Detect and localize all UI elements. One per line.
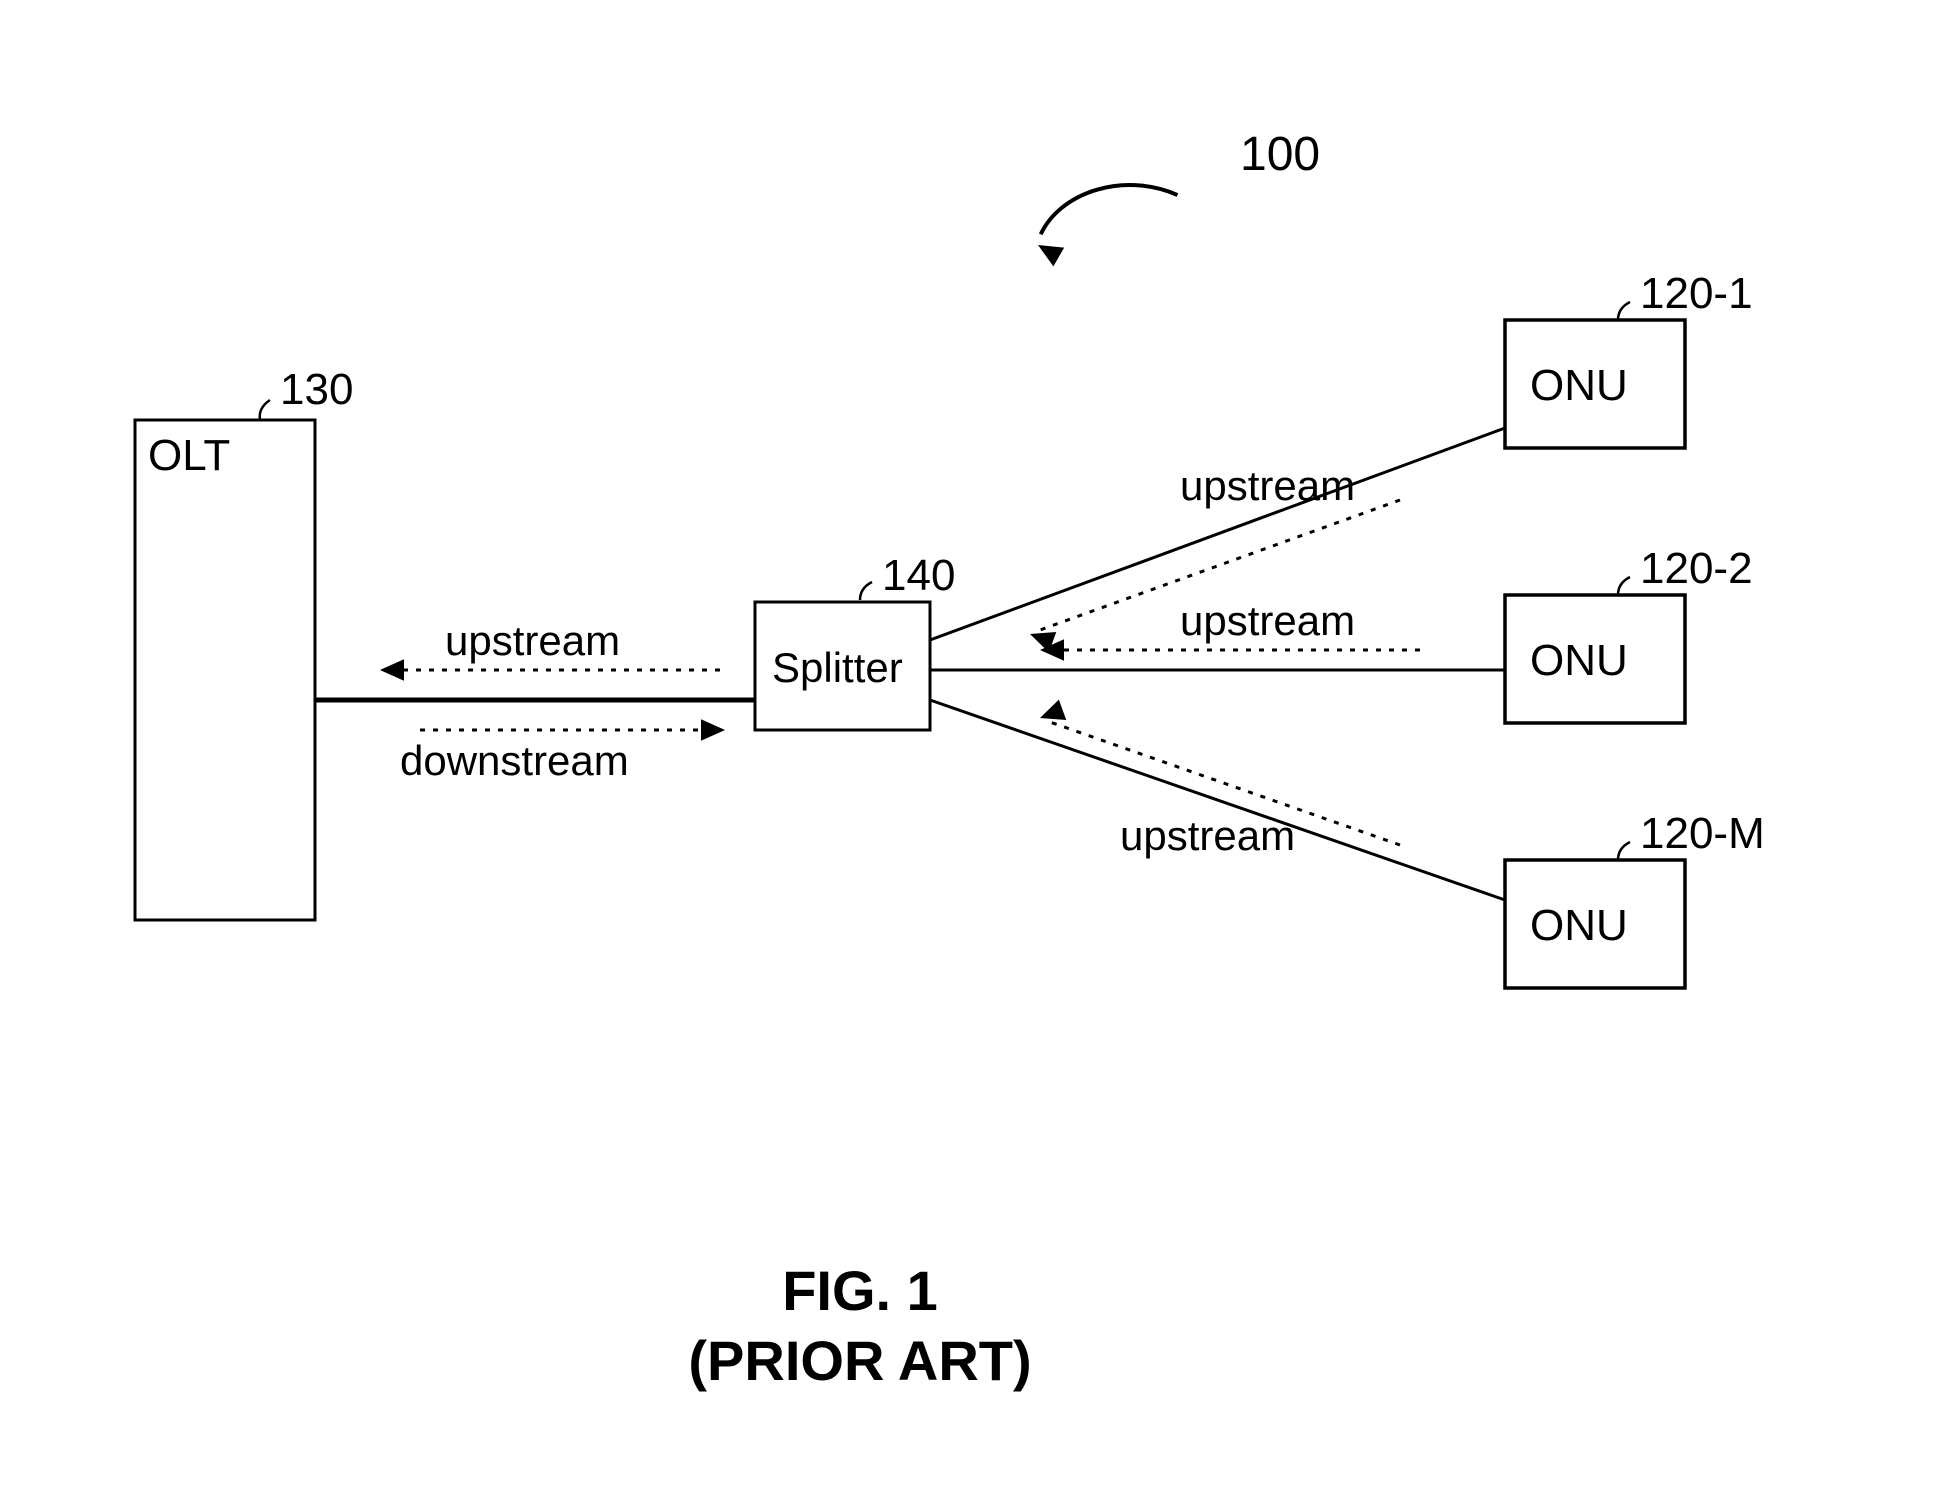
figure-caption-line1: FIG. 1: [782, 1259, 938, 1322]
figure-caption-line2: (PRIOR ART): [688, 1329, 1031, 1392]
splitter-ref-tick: [860, 582, 872, 600]
arrowhead-icon: [701, 719, 725, 741]
onu2-ref: 120-2: [1640, 544, 1753, 593]
onu1-ref-tick: [1618, 302, 1630, 320]
arrowhead-icon: [1033, 236, 1065, 267]
onuM-label: ONU: [1530, 901, 1628, 950]
olt-ref: 130: [280, 365, 353, 414]
onu2-label: ONU: [1530, 636, 1628, 685]
splitter-label: Splitter: [772, 644, 903, 691]
onu1-label: ONU: [1530, 361, 1628, 410]
diagram-canvas: OLT130Splitter140ONU120-1ONU120-2ONU120-…: [0, 0, 1952, 1492]
flow-label-upstream-onuM: upstream: [1120, 812, 1295, 859]
edge-splitter-onuM: [930, 700, 1505, 900]
onu1-ref: 120-1: [1640, 269, 1753, 318]
olt-ref-tick: [260, 400, 270, 420]
olt-box: [135, 420, 315, 920]
onuM-ref: 120-M: [1640, 809, 1765, 858]
splitter-ref: 140: [882, 551, 955, 600]
ref-100-label: 100: [1240, 128, 1320, 181]
flow-label-upstream-onu2: upstream: [1180, 597, 1355, 644]
flow-label-upstream-onu1: upstream: [1180, 462, 1355, 509]
arrowhead-icon: [1036, 700, 1066, 729]
flow-label-upstream-left: upstream: [445, 617, 620, 664]
onuM-ref-tick: [1618, 842, 1630, 860]
olt-label: OLT: [148, 431, 230, 480]
ref-100-arc: [1041, 185, 1178, 234]
arrowhead-icon: [380, 659, 404, 681]
onu2-ref-tick: [1618, 577, 1630, 595]
flow-label-downstream: downstream: [400, 737, 629, 784]
